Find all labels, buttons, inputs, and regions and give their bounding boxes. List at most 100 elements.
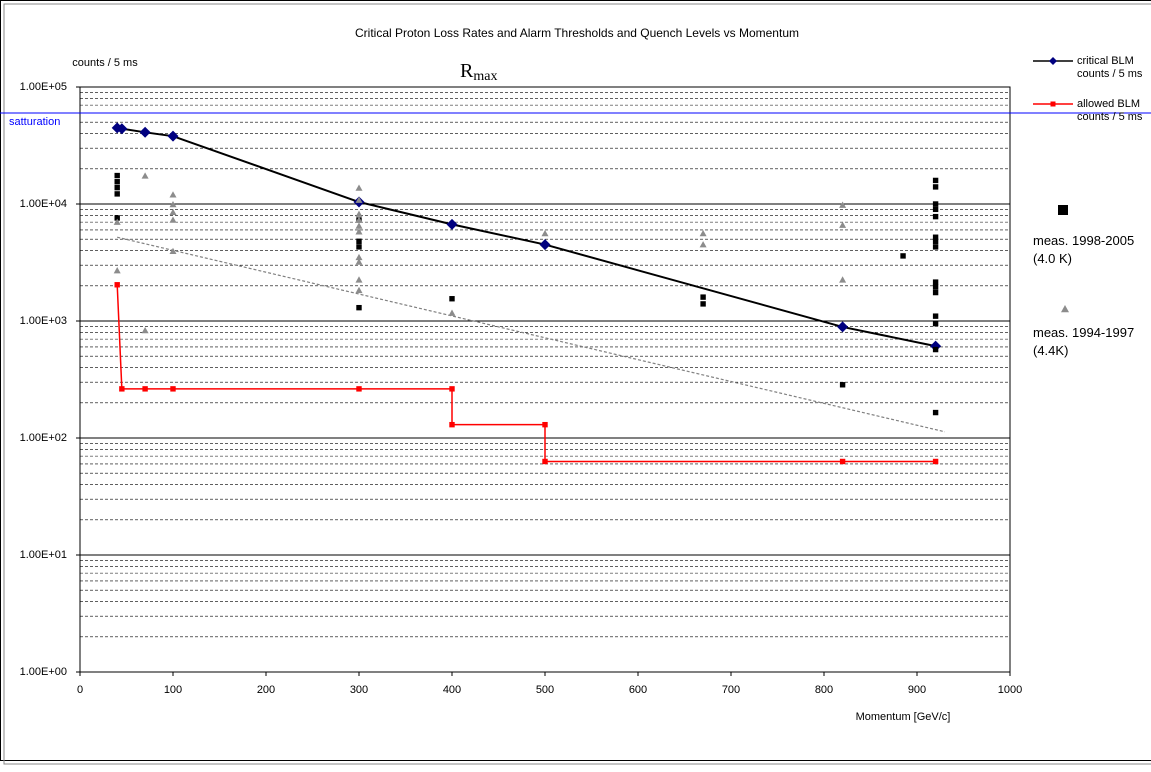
chart-frame-inner: [3, 3, 1151, 765]
x-tick-label: 1000: [998, 684, 1022, 696]
data-point: [932, 458, 939, 465]
data-point: [114, 184, 120, 191]
data-point: [355, 216, 363, 223]
data-point: [114, 282, 120, 288]
data-point: [355, 276, 363, 283]
x-tick-label: 800: [815, 684, 833, 696]
data-point: [932, 206, 939, 213]
saturation-label: satturation: [9, 116, 60, 128]
data-point: [839, 201, 847, 208]
data-point: [113, 267, 121, 274]
data-point: [932, 244, 939, 250]
trend-line: [117, 236, 946, 433]
data-point: [699, 229, 707, 237]
chart-title: Critical Proton Loss Rates and Alarm Thr…: [355, 26, 799, 40]
data-point: [932, 346, 939, 353]
legend-label: meas. 1994-1997 (4.4K): [1033, 325, 1135, 358]
data-point: [839, 458, 846, 465]
data-point: [448, 309, 456, 316]
data-point: [932, 320, 939, 327]
data-point: [139, 126, 151, 138]
data-point: [932, 213, 939, 220]
x-tick-label: 400: [443, 684, 461, 696]
y-tick-label: 1.00E+03: [20, 315, 67, 327]
data-point: [355, 258, 363, 265]
data-point: [169, 201, 177, 208]
data-point: [141, 326, 149, 334]
data-point: [170, 386, 176, 392]
data-point: [839, 221, 847, 228]
data-point: [355, 222, 363, 229]
data-point: [356, 244, 362, 250]
legend-swatch-marker: [1049, 57, 1057, 65]
data-point: [169, 216, 177, 223]
data-point: [446, 218, 458, 230]
legend-label: critical BLM counts / 5 ms: [1077, 55, 1143, 80]
data-point: [169, 191, 177, 198]
data-point: [449, 421, 455, 428]
data-point: [449, 386, 455, 392]
x-tick-label: 200: [257, 684, 275, 696]
data-point: [539, 239, 551, 251]
data-point: [355, 210, 363, 217]
y-axis-label: counts / 5 ms: [72, 57, 138, 69]
legend-swatch-marker: [1050, 101, 1056, 107]
data-point: [355, 286, 363, 294]
data-point: [932, 289, 939, 296]
data-point: [932, 313, 939, 319]
plot-area: [79, 86, 1011, 673]
y-tick-label: 1.00E+05: [20, 81, 67, 93]
legend-label: meas. 1998-2005 (4.0 K): [1033, 233, 1135, 266]
data-point: [114, 215, 120, 221]
subtitle-base: R: [460, 60, 474, 82]
data-point: [355, 253, 363, 261]
data-point: [449, 296, 455, 302]
data-point: [116, 123, 128, 135]
subtitle: Rmax: [460, 60, 497, 85]
data-point: [932, 234, 939, 240]
data-point: [932, 238, 939, 244]
legend-swatch-marker: [1058, 205, 1068, 215]
subtitle-sub: max: [473, 69, 497, 84]
data-point: [355, 184, 363, 191]
data-point: [541, 229, 549, 237]
data-point: [542, 458, 548, 465]
data-point: [542, 421, 548, 428]
data-point: [169, 247, 177, 254]
data-point: [930, 340, 942, 352]
data-point: [932, 409, 939, 416]
data-point: [932, 284, 939, 290]
data-point: [167, 130, 179, 142]
data-point: [142, 386, 148, 392]
data-point: [932, 279, 939, 285]
x-tick-label: 700: [722, 684, 740, 696]
y-tick-label: 1.00E+02: [20, 432, 67, 444]
data-point: [837, 321, 849, 333]
x-tick-label: 900: [908, 684, 926, 696]
data-point: [932, 201, 939, 207]
data-point: [839, 276, 847, 283]
data-point: [356, 238, 362, 244]
x-tick-label: 500: [536, 684, 554, 696]
data-point: [356, 386, 362, 392]
data-point: [900, 253, 906, 259]
data-point: [700, 294, 706, 300]
x-tick-label: 0: [77, 684, 83, 696]
data-point: [114, 191, 120, 197]
legend-swatch-marker: [1061, 305, 1069, 313]
data-point: [932, 184, 939, 190]
data-point: [699, 241, 707, 248]
legend-label: allowed BLM counts / 5 ms: [1077, 98, 1143, 123]
y-tick-label: 1.00E+00: [20, 666, 67, 678]
data-point: [119, 386, 125, 392]
data-point: [141, 172, 149, 179]
data-point: [114, 172, 120, 179]
data-point: [169, 208, 177, 216]
data-point: [700, 301, 706, 307]
data-point: [114, 179, 120, 185]
data-point: [356, 304, 362, 311]
data-point: [355, 228, 363, 235]
